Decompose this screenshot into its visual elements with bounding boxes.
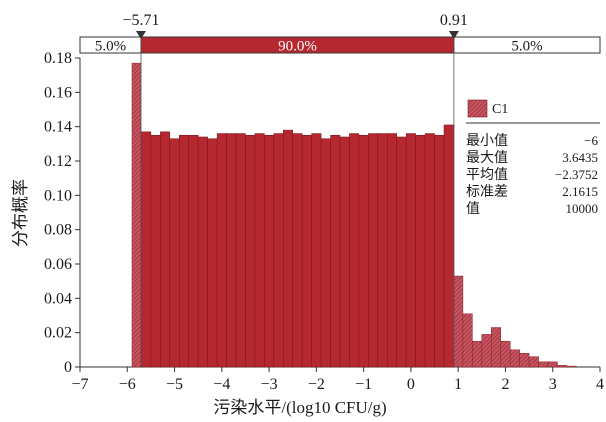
histogram-bar [547, 361, 558, 368]
x-tick-label: −4 [213, 376, 230, 393]
delimiter-label: −5.71 [122, 12, 159, 29]
histogram-bar [150, 135, 161, 368]
histogram-bar [528, 356, 539, 368]
y-tick-label: 0.06 [44, 256, 72, 273]
histogram-bar [491, 327, 501, 368]
histogram-bar [481, 334, 492, 368]
stat-label: 平均值 [466, 167, 508, 183]
stat-label: 标准差 [466, 184, 508, 200]
histogram-bar [358, 135, 369, 368]
y-tick-label: 0.08 [44, 222, 72, 239]
histogram-bar [453, 275, 464, 368]
x-tick-label: 4 [596, 376, 604, 393]
histogram-bar [566, 365, 577, 368]
histogram-bar [264, 135, 275, 368]
x-tick-label: −6 [119, 376, 136, 393]
histogram-bar [405, 133, 416, 368]
stat-value: −2.3752 [555, 167, 598, 182]
stat-value: −6 [584, 133, 598, 148]
histogram-bar [557, 365, 568, 368]
x-tick-label: 1 [454, 376, 462, 393]
histogram-bar [301, 135, 312, 368]
histogram-bar [292, 133, 303, 368]
histogram-bars [131, 62, 577, 368]
legend-swatch [467, 99, 488, 118]
y-tick-label: 0.10 [44, 187, 72, 204]
histogram-bar [160, 131, 171, 368]
histogram-bar [500, 341, 511, 368]
histogram-bar [283, 129, 293, 368]
histogram-bar [235, 133, 246, 368]
x-tick-label: 3 [549, 376, 557, 393]
delimiter-handle [448, 31, 459, 39]
histogram-bar [387, 133, 397, 368]
histogram-bar [207, 138, 218, 368]
histogram-bar [349, 133, 360, 368]
percent-bar-label: 90.0% [278, 39, 317, 55]
stat-value: 3.6435 [562, 150, 598, 165]
histogram-bar [330, 135, 341, 368]
x-axis-ticks: −7 −6 −5 −4 −3 −2 −1 0 1 2 3 4 [71, 367, 604, 393]
legend-series-name: C1 [492, 102, 508, 117]
histogram-bar [462, 313, 473, 368]
x-tick-label: −5 [166, 376, 183, 393]
x-tick-label: −3 [261, 376, 278, 393]
histogram-bar [472, 341, 483, 368]
histogram-bar [273, 133, 284, 368]
stat-value: 10000 [566, 201, 599, 216]
histogram-bar [140, 131, 152, 368]
histogram-bar [377, 133, 388, 368]
y-tick-label: 0 [64, 359, 72, 376]
histogram-bar [245, 135, 256, 368]
histogram-bar [538, 361, 549, 368]
histogram-bar [415, 135, 426, 368]
y-tick-label: 0.14 [44, 119, 72, 136]
histogram-bar [434, 135, 445, 368]
x-tick-label: 0 [407, 376, 415, 393]
histogram-bar [188, 135, 199, 368]
histogram-bar [226, 133, 237, 368]
stats-table: 最小值 −6 最大值 3.6435 平均值 −2.3752 标准差 2.1615 值 10000 [466, 133, 598, 217]
delimiter-markers: −5.71 0.91 [122, 12, 468, 367]
y-tick-label: 0.04 [44, 290, 72, 307]
stat-label: 最小值 [466, 133, 508, 149]
stat-value: 2.1615 [562, 184, 598, 199]
histogram-bar [424, 133, 435, 368]
delimiter-handle [135, 31, 146, 39]
x-tick-label: −1 [355, 376, 372, 393]
stat-label: 最大值 [466, 150, 508, 166]
y-axis-label: 分布概率 [11, 179, 30, 247]
x-tick-label: 2 [501, 376, 509, 393]
legend-stats-box: C1 最小值 −6 最大值 3.6435 平均值 −2.3752 标准差 2.1615 值 100… [466, 99, 600, 217]
percent-bar: 5.0% 90.0% 5.0% [79, 36, 601, 55]
histogram-bar [311, 133, 322, 368]
histogram-bar [339, 136, 350, 368]
x-tick-label: −2 [308, 376, 325, 393]
histogram-bar [519, 353, 530, 368]
histogram-bar [179, 135, 189, 368]
x-tick-label: −7 [71, 376, 88, 393]
percent-bar-label: 5.0% [511, 39, 542, 55]
histogram-bar [216, 133, 227, 368]
histogram-bar [197, 136, 208, 368]
y-tick-label: 0.12 [44, 153, 72, 170]
histogram-bar [131, 62, 142, 368]
stat-label: 值 [466, 201, 480, 217]
y-axis-ticks: 0 0.02 0.04 0.06 0.08 0.10 0.12 0.14 0.16 0.18 [44, 50, 80, 376]
delimiter-label: 0.91 [440, 12, 468, 29]
histogram-bar [509, 349, 520, 368]
y-tick-label: 0.02 [44, 325, 72, 342]
x-axis-label: 污染水平/(log10 CFU/g) [213, 398, 386, 417]
y-tick-label: 0.18 [44, 50, 72, 67]
histogram-bar [443, 124, 455, 368]
histogram-bar [368, 133, 379, 368]
histogram-bar [320, 138, 331, 368]
y-tick-label: 0.16 [44, 84, 72, 101]
histogram-bar [169, 138, 180, 368]
histogram-bar [254, 133, 265, 368]
percent-bar-label: 5.0% [95, 39, 126, 55]
histogram-bar [396, 136, 407, 368]
